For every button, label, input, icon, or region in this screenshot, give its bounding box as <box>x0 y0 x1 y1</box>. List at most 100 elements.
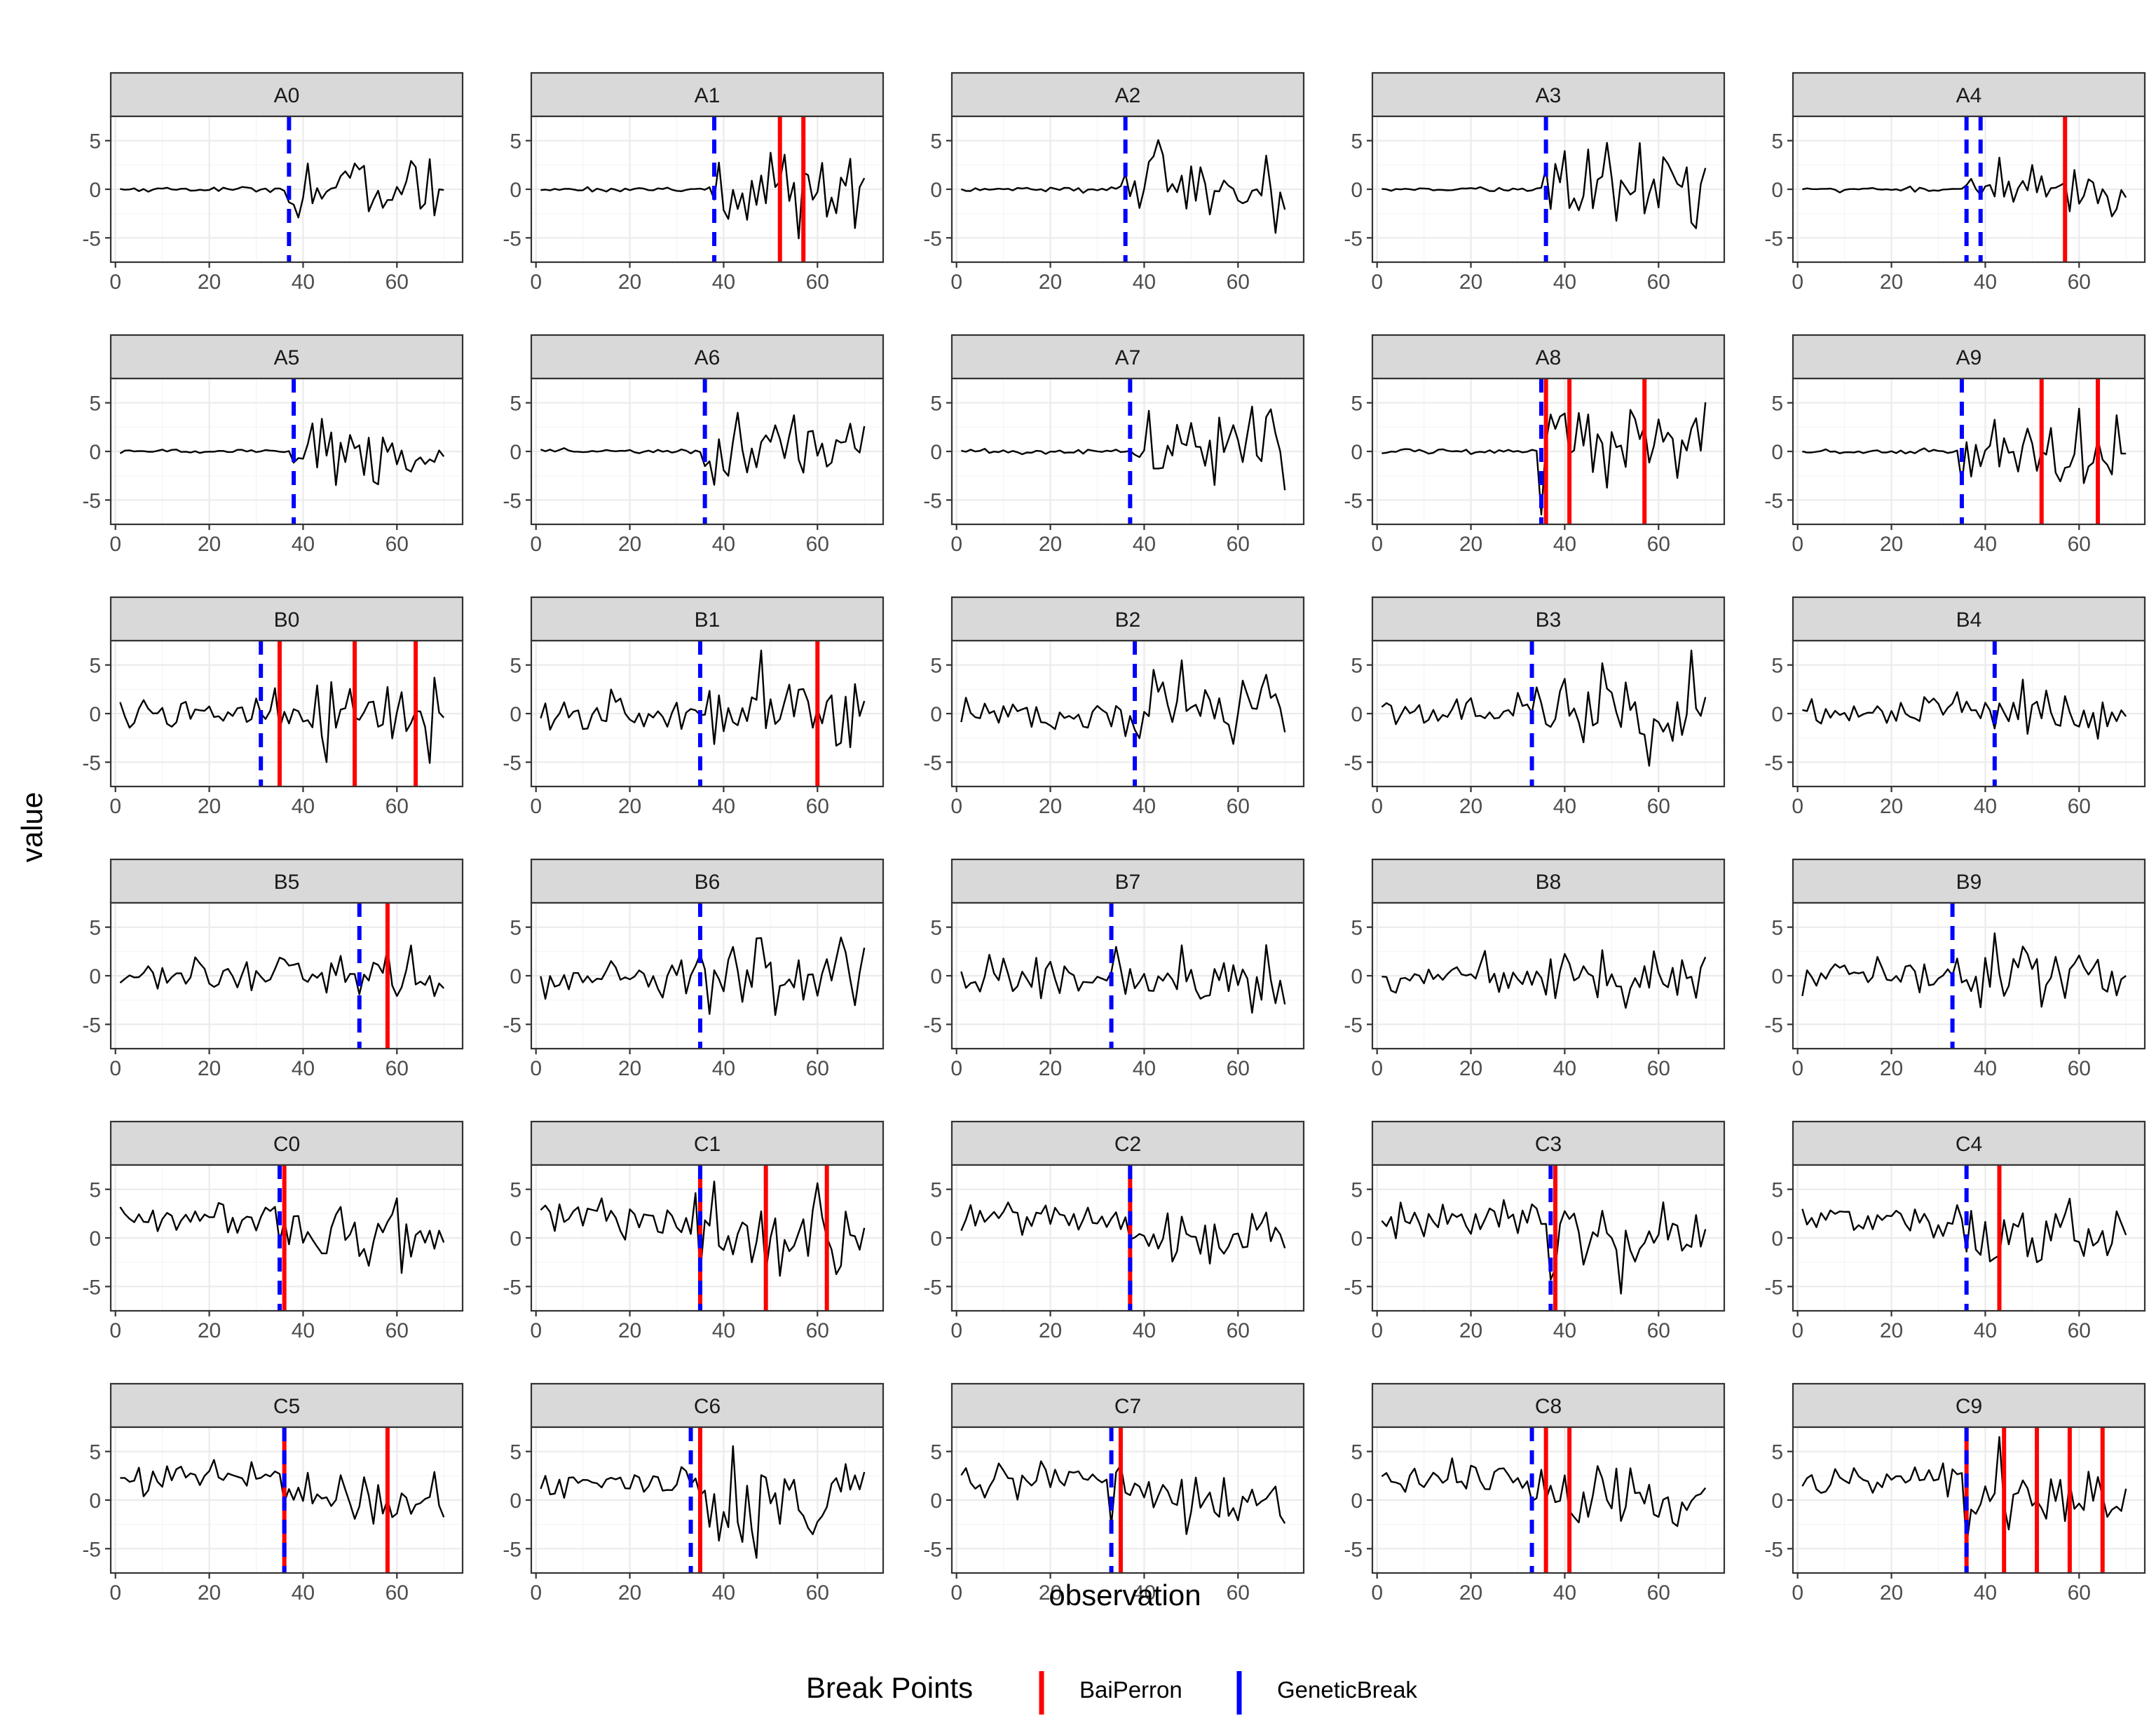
facet-strip-label: A8 <box>1536 346 1562 369</box>
facet-strip <box>1371 71 1726 118</box>
x-tick-label: 60 <box>2068 533 2091 556</box>
y-tick-label: 5 <box>510 917 521 940</box>
facet-strip <box>1792 334 2146 380</box>
x-tick-label: 60 <box>2068 1319 2091 1342</box>
x-tick-label: 40 <box>712 1057 735 1080</box>
y-tick-label: 0 <box>1351 179 1363 202</box>
facet-strip <box>109 858 464 904</box>
x-tick-label: 40 <box>292 1581 315 1605</box>
y-tick-label: 0 <box>89 965 101 988</box>
series-line <box>540 936 866 1016</box>
facet-panel-c4: C4 0 20 40 60 -5 0 5 <box>1764 1120 2146 1342</box>
y-tick-label: -5 <box>503 489 521 512</box>
facet-strip-label: C0 <box>273 1133 300 1156</box>
y-tick-label: 5 <box>1351 655 1363 678</box>
facet-panel-a2: A2 0 20 40 60 -5 0 5 <box>923 71 1305 294</box>
facet-panel-c8: C8 0 20 40 60 -5 0 5 <box>1344 1382 1726 1605</box>
y-tick-label: 5 <box>1771 130 1783 154</box>
legend-label-geneticbreak: GeneticBreak <box>1277 1677 1417 1703</box>
x-tick-label: 40 <box>1553 533 1576 556</box>
y-tick-label: 0 <box>1351 1490 1363 1513</box>
facet-strip-label: C5 <box>273 1395 300 1418</box>
y-tick-label: 0 <box>1771 703 1783 726</box>
y-tick-label: -5 <box>503 1014 521 1037</box>
x-tick-label: 60 <box>1647 1057 1670 1080</box>
x-tick-label: 60 <box>1647 795 1670 818</box>
x-tick-label: 60 <box>806 533 829 556</box>
x-tick-label: 20 <box>1459 533 1482 556</box>
facet-panel-b5: B5 0 20 40 60 -5 0 5 <box>82 858 464 1080</box>
x-tick-label: 0 <box>950 533 962 556</box>
x-tick-label: 60 <box>1647 1319 1670 1342</box>
x-tick-label: 60 <box>1647 533 1670 556</box>
y-tick-label: 5 <box>1771 1441 1783 1464</box>
x-tick-label: 0 <box>109 1581 121 1605</box>
series-line <box>1381 402 1707 516</box>
facet-panel-a5: A5 0 20 40 60 -5 0 5 <box>82 334 464 556</box>
y-tick-label: 5 <box>1351 1441 1363 1464</box>
facet-panel-c3: C3 0 20 40 60 -5 0 5 <box>1344 1120 1726 1342</box>
y-tick-label: 5 <box>1351 1179 1363 1202</box>
x-tick-label: 0 <box>1371 533 1383 556</box>
x-tick-label: 0 <box>1792 271 1803 294</box>
y-tick-label: 5 <box>930 655 942 678</box>
x-tick-label: 20 <box>618 533 641 556</box>
y-tick-label: 0 <box>1351 703 1363 726</box>
x-tick-label: 20 <box>618 1581 641 1605</box>
y-tick-label: 0 <box>1771 441 1783 464</box>
y-tick-label: 5 <box>1771 917 1783 940</box>
series-line <box>1802 407 2127 484</box>
facet-strip-label: C9 <box>1956 1395 1982 1418</box>
x-tick-label: 0 <box>950 1057 962 1080</box>
series-line <box>540 151 866 240</box>
facet-strip-label: C8 <box>1535 1395 1562 1418</box>
x-tick-label: 40 <box>1974 1581 1997 1605</box>
facet-panel-b1: B1 0 20 40 60 -5 0 5 <box>503 596 885 818</box>
facet-strip <box>109 71 464 118</box>
y-tick-label: 5 <box>510 393 521 416</box>
x-tick-label: 0 <box>530 1057 542 1080</box>
series-line <box>119 418 445 486</box>
facet-strip <box>530 858 885 904</box>
x-tick-label: 0 <box>1792 1581 1803 1605</box>
x-tick-label: 0 <box>109 271 121 294</box>
y-tick-label: -5 <box>82 1538 101 1561</box>
x-tick-label: 40 <box>712 1581 735 1605</box>
series-line <box>960 139 1286 234</box>
y-tick-label: 5 <box>510 130 521 154</box>
y-tick-label: -5 <box>1764 489 1783 512</box>
y-tick-label: 0 <box>510 441 521 464</box>
facet-strip <box>950 1120 1305 1166</box>
x-tick-label: 0 <box>1792 1057 1803 1080</box>
y-tick-label: 0 <box>510 1490 521 1513</box>
x-tick-label: 40 <box>292 1319 315 1342</box>
x-tick-label: 40 <box>1553 1057 1576 1080</box>
y-tick-label: -5 <box>923 1538 942 1561</box>
y-tick-label: 0 <box>930 1227 942 1251</box>
x-tick-label: 0 <box>109 1319 121 1342</box>
x-tick-label: 60 <box>1647 271 1670 294</box>
series-line <box>540 649 866 749</box>
y-tick-label: -5 <box>1344 1538 1363 1561</box>
x-tick-label: 0 <box>530 1319 542 1342</box>
x-tick-label: 40 <box>1553 1319 1576 1342</box>
y-tick-label: 0 <box>1771 1227 1783 1251</box>
x-tick-label: 0 <box>530 1581 542 1605</box>
x-tick-label: 40 <box>1553 795 1576 818</box>
facet-strip <box>1371 1382 1726 1429</box>
series-line <box>1801 1197 2127 1263</box>
facet-panel-b4: B4 0 20 40 60 -5 0 5 <box>1764 596 2146 818</box>
facet-strip-label: B6 <box>695 871 721 894</box>
series-line <box>1802 679 2127 740</box>
facet-panel-b3: B3 0 20 40 60 -5 0 5 <box>1344 596 1726 818</box>
series-line <box>1381 649 1707 767</box>
x-tick-label: 0 <box>950 795 962 818</box>
y-tick-label: 5 <box>930 917 942 940</box>
x-tick-label: 60 <box>2068 1057 2091 1080</box>
y-tick-label: 5 <box>89 917 101 940</box>
x-tick-label: 40 <box>712 795 735 818</box>
y-tick-label: -5 <box>923 1276 942 1299</box>
series-line <box>540 1180 866 1277</box>
y-tick-label: 0 <box>510 1227 521 1251</box>
